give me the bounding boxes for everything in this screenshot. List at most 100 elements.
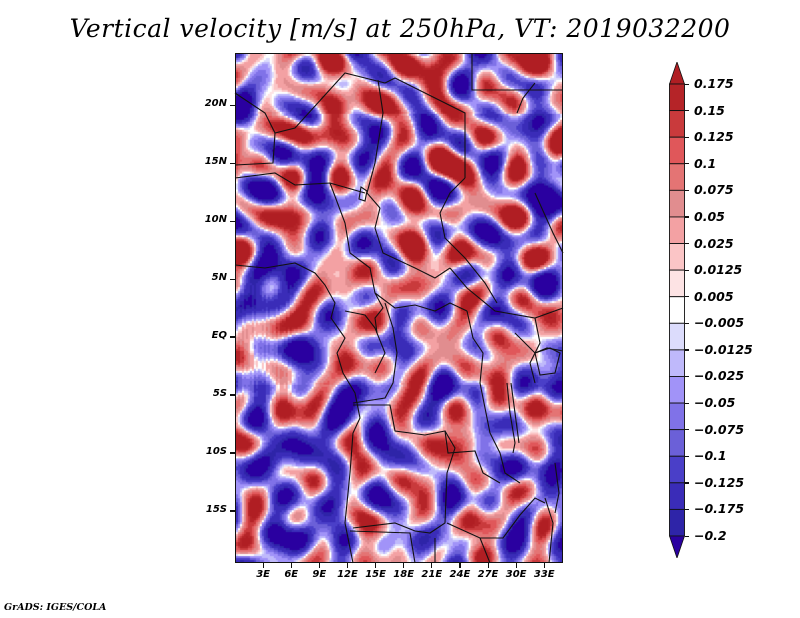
lon-tick-mark — [515, 563, 517, 568]
colorbar-label: −0.05 — [694, 395, 736, 411]
lon-tick-label: 6E — [284, 569, 299, 580]
colorbar-swatch — [669, 189, 685, 218]
lon-tick-mark — [346, 563, 349, 568]
colorbar-swatch — [669, 243, 685, 271]
colorbar-tick — [685, 163, 689, 165]
border-algeria-niger — [234, 72, 386, 134]
colorbar-label: 0.025 — [694, 235, 734, 251]
colorbar-tick — [685, 535, 689, 537]
colorbar-tick — [685, 508, 689, 511]
colorbar-swatch — [669, 455, 685, 484]
colorbar-label: 0.1 — [694, 155, 717, 171]
border-coast-west — [234, 262, 361, 564]
border-ethiopia — [534, 192, 564, 254]
colorbar-label: −0.025 — [694, 368, 745, 384]
colorbar-label: 0.175 — [694, 76, 734, 91]
lon-tick-mark — [318, 563, 321, 568]
lon-tick-mark — [487, 563, 489, 568]
colorbar-tick — [685, 216, 689, 218]
border-sudan-southsudan — [449, 267, 564, 319]
lon-tick-mark — [290, 563, 292, 568]
colorbar-top-arrow — [669, 62, 685, 85]
lon-tick-mark — [543, 563, 545, 568]
colorbar-tick — [685, 375, 689, 378]
lat-tick-label: 10S — [205, 445, 227, 457]
colorbar-tick — [685, 189, 689, 192]
colorbar-bottom-arrow — [669, 535, 685, 558]
lat-tick-label: 20N — [204, 98, 227, 110]
lon-tick-label: 27E — [477, 569, 499, 580]
colorbar-swatch — [669, 136, 685, 165]
colorbar-swatch — [669, 508, 685, 537]
colorbar-label: 0.075 — [694, 182, 734, 198]
colorbar-swatch — [669, 402, 685, 431]
lat-tick-mark — [230, 220, 235, 222]
colorbar-tick — [685, 83, 689, 85]
colorbar-label: −0.005 — [694, 315, 745, 331]
lon-tick-label: 21E — [421, 569, 443, 580]
colorbar-label: 0.05 — [694, 208, 725, 224]
nile-red-sea-coast — [516, 82, 536, 114]
border-namibia — [349, 530, 416, 564]
colorbar-tick — [685, 322, 689, 324]
colorbar-tick — [685, 243, 689, 245]
border-drc-east — [466, 310, 521, 484]
lat-tick-label: 15N — [204, 156, 227, 168]
lon-tick-label: 12E — [337, 569, 358, 580]
colorbar-swatch — [669, 269, 685, 298]
lon-tick-mark — [431, 563, 433, 568]
colorbar-tick — [685, 455, 689, 457]
colorbar-label: −0.0125 — [694, 341, 753, 357]
lat-tick-label: 10N — [204, 214, 227, 226]
colorbar-label: 0.125 — [694, 129, 734, 145]
border-mali-niger — [234, 132, 276, 166]
colorbar-tick — [685, 296, 689, 298]
border-niger-chad — [366, 79, 384, 209]
colorbar — [669, 62, 685, 558]
colorbar-tick — [685, 110, 689, 112]
colorbar-swatch — [669, 110, 685, 138]
border-zimbabwe — [479, 537, 491, 564]
lat-tick-mark — [230, 104, 235, 106]
colorbar-tick — [685, 482, 689, 484]
border-gabon-congo — [344, 310, 386, 374]
border-libya-niger-chad — [384, 77, 466, 178]
lat-tick-mark — [230, 336, 235, 338]
border-kenya-tanzania — [529, 317, 541, 384]
lon-tick-label: 15E — [365, 569, 386, 580]
grads-credit: GrADS: IGES/COLA — [4, 602, 107, 613]
border-drc-angola — [353, 404, 501, 484]
chart-title: Vertical velocity [m/s] at 250hPa, VT: 2… — [69, 14, 731, 43]
border-libya-sudan — [471, 53, 563, 91]
border-nigeria-cameroon — [329, 182, 376, 294]
lake-victoria — [534, 347, 561, 376]
lat-tick-label: 5N — [211, 272, 227, 284]
lat-tick-mark — [230, 278, 235, 280]
border-mozambique — [544, 497, 554, 564]
lon-tick-mark — [375, 563, 377, 568]
map-panel — [235, 53, 563, 563]
colorbar-swatch — [669, 163, 685, 191]
colorbar-swatch — [669, 322, 685, 351]
border-car-drc — [374, 292, 468, 312]
colorbar-label: −0.175 — [694, 501, 745, 517]
border-chad-car — [374, 207, 451, 279]
lake-malawi — [554, 462, 560, 514]
colorbar-label: 0.0125 — [694, 262, 743, 278]
lat-tick-mark — [230, 510, 235, 512]
colorbar-label: −0.125 — [694, 474, 745, 490]
colorbar-swatch — [669, 296, 685, 324]
colorbar-label: −0.075 — [694, 421, 745, 437]
colorbar-label: −0.2 — [694, 528, 727, 543]
lon-tick-mark — [262, 563, 264, 568]
colorbar-swatch — [669, 216, 685, 244]
lat-tick-mark — [230, 452, 235, 454]
lon-tick-label: 3E — [256, 569, 270, 580]
colorbar-swatch — [669, 349, 685, 377]
country-borders — [234, 53, 564, 564]
lat-tick-mark — [230, 394, 235, 396]
lat-tick-label: 5S — [212, 387, 227, 399]
border-nigeria-niger — [234, 172, 366, 194]
colorbar-label: −0.1 — [694, 448, 727, 464]
colorbar-tick — [685, 349, 689, 351]
